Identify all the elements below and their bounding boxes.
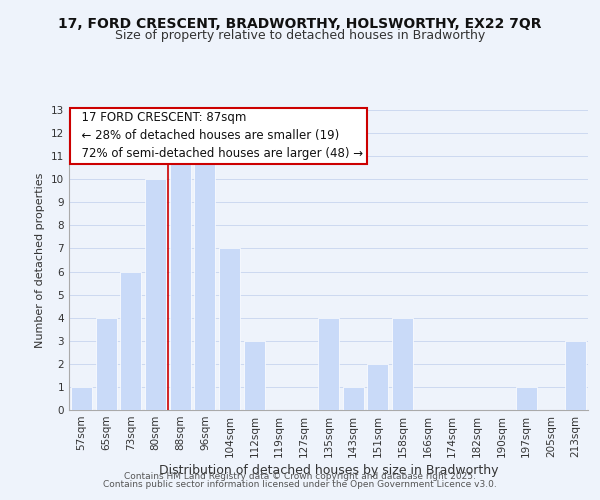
- Y-axis label: Number of detached properties: Number of detached properties: [35, 172, 46, 348]
- Bar: [367, 364, 388, 410]
- Bar: [145, 179, 166, 410]
- Bar: [516, 387, 537, 410]
- Bar: [244, 341, 265, 410]
- Text: 17 FORD CRESCENT: 87sqm
  ← 28% of detached houses are smaller (19)
  72% of sem: 17 FORD CRESCENT: 87sqm ← 28% of detache…: [74, 111, 363, 160]
- X-axis label: Distribution of detached houses by size in Bradworthy: Distribution of detached houses by size …: [159, 464, 498, 477]
- Bar: [318, 318, 339, 410]
- Text: 17, FORD CRESCENT, BRADWORTHY, HOLSWORTHY, EX22 7QR: 17, FORD CRESCENT, BRADWORTHY, HOLSWORTH…: [58, 18, 542, 32]
- Bar: [170, 156, 191, 410]
- Bar: [343, 387, 364, 410]
- Bar: [194, 156, 215, 410]
- Text: Contains public sector information licensed under the Open Government Licence v3: Contains public sector information licen…: [103, 480, 497, 489]
- Bar: [392, 318, 413, 410]
- Bar: [565, 341, 586, 410]
- Bar: [71, 387, 92, 410]
- Bar: [219, 248, 240, 410]
- Bar: [120, 272, 141, 410]
- Text: Size of property relative to detached houses in Bradworthy: Size of property relative to detached ho…: [115, 29, 485, 42]
- Bar: [95, 318, 116, 410]
- Text: Contains HM Land Registry data © Crown copyright and database right 2025.: Contains HM Land Registry data © Crown c…: [124, 472, 476, 481]
